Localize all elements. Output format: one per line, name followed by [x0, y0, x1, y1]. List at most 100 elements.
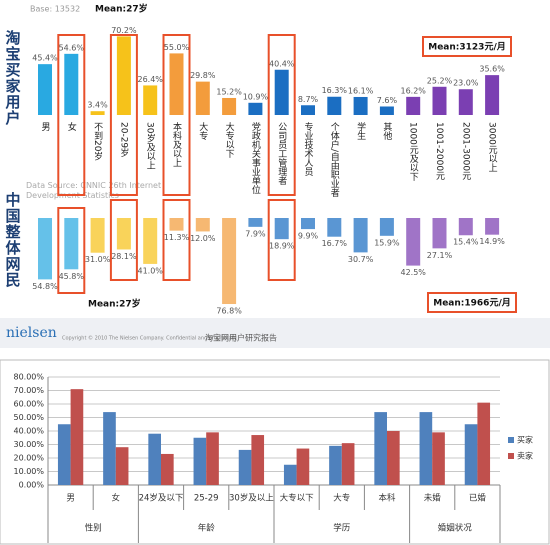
category-label: 2001-3000元 [460, 122, 471, 181]
bar [115, 447, 129, 485]
category-label: 学生 [355, 121, 366, 140]
bar [248, 218, 263, 227]
x-tick-label: 24岁及以下 [139, 493, 184, 504]
value-label: 10.9% [243, 92, 269, 101]
y-tick-label: 0.00% [19, 481, 45, 490]
category-label: 1000元及以下 [408, 122, 419, 182]
annotation: Mean:1966元/月 [433, 298, 510, 309]
group-label: 学历 [333, 523, 351, 534]
category-label: 专业技术人员 [303, 121, 314, 177]
bar [329, 445, 342, 485]
bar [296, 448, 310, 485]
value-label: 41.0% [137, 266, 163, 275]
bar [283, 464, 297, 485]
value-label: 35.6% [479, 65, 505, 74]
bar [301, 105, 315, 115]
highlight [267, 199, 296, 281]
value-label: 12.0% [190, 234, 216, 243]
bar [432, 218, 447, 249]
annotation: Mean:3123元/月 [428, 42, 505, 53]
bar [458, 89, 473, 115]
bar [70, 389, 84, 485]
bar [195, 81, 210, 115]
annotation: Mean:27岁 [95, 3, 148, 15]
value-label: 76.8% [216, 307, 242, 316]
bar [222, 97, 237, 115]
annotation-box [422, 36, 512, 57]
x-tick-label: 大专 [333, 493, 350, 504]
x-tick-label: 男 [66, 494, 75, 504]
bar [477, 402, 491, 485]
bar [195, 218, 210, 232]
y-tick-label: 40.00% [13, 427, 44, 436]
bar [406, 218, 421, 266]
source-box: Data Source: CNNIC 26th Internet Develop… [26, 181, 162, 200]
x-tick-label: 25-29 [194, 494, 219, 504]
bar [38, 64, 52, 115]
bar [327, 96, 342, 115]
category-label: 其他 [381, 122, 392, 141]
source-note: Data Source: CNNIC 26th Internet Develop… [26, 181, 162, 200]
category-label: 20-29岁 [118, 122, 128, 158]
bar [485, 218, 500, 235]
x-tick-label: 本科 [378, 493, 396, 504]
bar [248, 102, 263, 115]
category-label: 本科及以上 [171, 121, 182, 167]
bar [169, 53, 184, 115]
footer-band [0, 318, 550, 348]
group-label: 年龄 [198, 523, 216, 534]
highlight [267, 34, 296, 196]
category-label: 3000元以上 [487, 122, 498, 172]
highlight [109, 34, 138, 196]
bar [161, 453, 174, 485]
y-tick-label: 10.00% [13, 467, 44, 476]
annotation-box [427, 292, 517, 313]
bar [432, 86, 447, 115]
bar [169, 218, 184, 231]
category-label: 1001-2000元 [434, 122, 445, 181]
value-label: 11.3% [164, 233, 190, 242]
y-tick-label: 70.00% [13, 386, 44, 395]
category-label: 男 [40, 122, 51, 132]
value-label: 25.2% [427, 76, 453, 85]
bar [301, 218, 315, 230]
bar [464, 424, 478, 485]
bar [274, 218, 289, 240]
bar [379, 218, 394, 236]
category-label: 公司员工管理者 [276, 122, 287, 185]
value-label: 26.4% [137, 75, 163, 84]
category-label: 女 [66, 121, 77, 132]
bar [379, 106, 394, 115]
bar [374, 412, 387, 485]
category-label: 大专 [197, 121, 208, 141]
group-label: 性别 [85, 523, 102, 534]
bar [406, 96, 421, 115]
bar [64, 218, 79, 270]
category-label: 党政机关事业单位 [250, 121, 261, 195]
value-label: 29.8% [190, 71, 216, 80]
x-tick-label: 未婚 [424, 493, 442, 504]
value-label: 7.9% [245, 229, 266, 238]
value-label: 55.0% [164, 43, 190, 52]
bar [148, 433, 161, 485]
value-label: 3.4% [87, 101, 108, 110]
bar [353, 96, 368, 115]
bar [90, 111, 105, 115]
value-label: 27.1% [427, 251, 453, 260]
x-tick-label: 大专以下 [280, 493, 315, 504]
category-label: 30岁及以上 [145, 122, 156, 169]
x-tick-label: 30岁及以上 [229, 493, 274, 504]
value-label: 54.6% [59, 43, 85, 52]
legend-swatch [508, 437, 514, 443]
value-label: 30.7% [348, 255, 374, 264]
bar [419, 412, 433, 485]
y-tick-label: 50.00% [13, 413, 44, 422]
category-label: 不到20岁 [92, 122, 103, 161]
category-label: 大专以下 [224, 121, 235, 159]
bar [341, 443, 355, 485]
value-label: 15.2% [216, 87, 242, 96]
value-label: 31.0% [85, 255, 111, 264]
bar [353, 218, 368, 253]
bar [38, 218, 52, 280]
